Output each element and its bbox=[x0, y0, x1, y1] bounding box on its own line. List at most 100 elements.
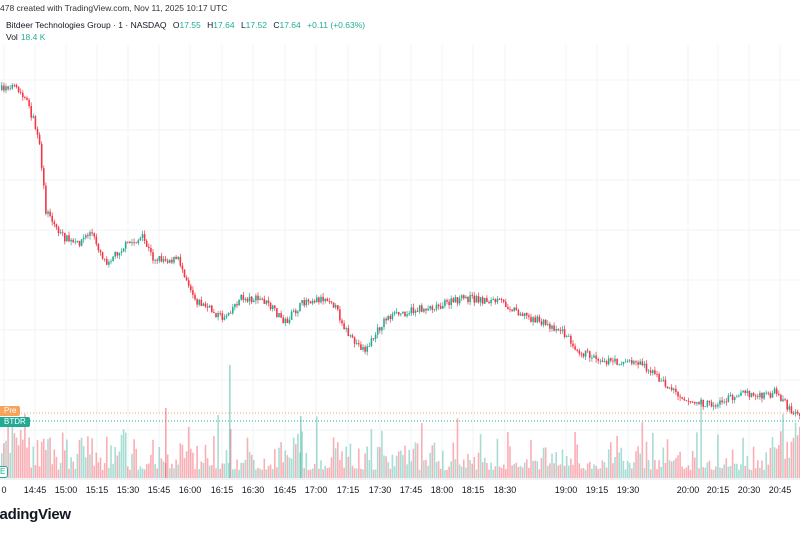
volume-bar bbox=[181, 444, 184, 478]
volume-bar bbox=[213, 436, 215, 478]
volume-bar bbox=[637, 446, 639, 478]
candle-body bbox=[439, 306, 442, 309]
candle-body bbox=[410, 307, 413, 314]
candle-body bbox=[488, 302, 490, 304]
volume-bar bbox=[719, 467, 721, 478]
candle-body bbox=[229, 312, 232, 314]
candle-body bbox=[584, 350, 587, 357]
volume-bar bbox=[712, 469, 715, 478]
candle-body bbox=[542, 319, 545, 325]
candle-body bbox=[265, 300, 268, 304]
volume-bar bbox=[631, 468, 633, 478]
volume-bar bbox=[120, 434, 123, 478]
volume-bar bbox=[250, 454, 253, 478]
candle-body bbox=[490, 299, 492, 304]
candle-body bbox=[465, 296, 467, 299]
volume-bar bbox=[364, 453, 366, 478]
volume-bar bbox=[467, 454, 469, 478]
volume-bar bbox=[236, 459, 238, 478]
volume-bar bbox=[351, 465, 354, 478]
candle-body bbox=[624, 361, 627, 363]
x-tick-label: 19:15 bbox=[585, 485, 609, 495]
volume-bar bbox=[496, 438, 499, 478]
candle-body bbox=[526, 312, 528, 316]
candle-body bbox=[427, 308, 429, 311]
volume-bar bbox=[694, 457, 696, 478]
volume-bar bbox=[164, 462, 167, 478]
volume-bar bbox=[59, 463, 62, 478]
candle-body bbox=[28, 99, 30, 107]
candle-body bbox=[614, 358, 616, 362]
volume-bar bbox=[767, 464, 770, 478]
candle-body bbox=[397, 311, 400, 315]
candle-body bbox=[192, 290, 194, 295]
candle-body bbox=[528, 315, 530, 317]
volume-bar bbox=[300, 416, 302, 478]
volume-bar bbox=[605, 467, 608, 478]
volume-bar bbox=[307, 469, 310, 478]
volume-bar bbox=[677, 455, 679, 478]
volume-bar bbox=[782, 414, 784, 478]
candle-body bbox=[127, 241, 129, 243]
candle-body bbox=[442, 305, 444, 309]
candle-body bbox=[211, 305, 213, 312]
volume-bar bbox=[700, 398, 702, 478]
candle-body bbox=[282, 317, 284, 324]
volume-bar bbox=[582, 467, 585, 478]
candle-body bbox=[311, 300, 314, 304]
volume-bar bbox=[211, 465, 213, 478]
volume-bar bbox=[402, 455, 404, 478]
candle-body bbox=[729, 395, 732, 396]
volume-bar bbox=[353, 468, 356, 478]
symbol-name[interactable]: Bitdeer Technologies Group · 1 · NASDAQ bbox=[6, 20, 167, 30]
volume-bar bbox=[481, 462, 484, 478]
volume-bar bbox=[463, 459, 465, 478]
candle-body bbox=[40, 144, 43, 169]
volume-bar bbox=[240, 462, 242, 478]
volume-bar bbox=[322, 469, 324, 478]
candle-body bbox=[246, 298, 249, 302]
volume-bar bbox=[448, 466, 450, 478]
candle-body bbox=[150, 247, 152, 253]
candle-body bbox=[603, 361, 606, 362]
volume-bar bbox=[515, 462, 518, 478]
candle-body bbox=[70, 239, 72, 242]
candle-body bbox=[631, 360, 633, 364]
volume-bar bbox=[586, 463, 589, 478]
volume-bar bbox=[99, 457, 102, 478]
volume-bar bbox=[698, 468, 700, 478]
candle-body bbox=[99, 250, 102, 253]
volume-bar bbox=[391, 454, 394, 478]
candle-body bbox=[183, 269, 186, 278]
candle-body bbox=[257, 295, 259, 300]
candle-body bbox=[381, 327, 383, 331]
candle-body bbox=[269, 302, 272, 310]
candle-body bbox=[618, 364, 620, 366]
volume-bar bbox=[379, 447, 381, 478]
candle-body bbox=[700, 399, 702, 405]
volume-bar bbox=[456, 418, 459, 478]
candle-body bbox=[654, 370, 656, 374]
volume-bar bbox=[246, 437, 249, 478]
x-tick-label: 20:15 bbox=[706, 485, 730, 495]
volume-bar bbox=[423, 460, 425, 478]
candle-body bbox=[64, 232, 66, 242]
candle-body bbox=[301, 300, 303, 304]
candle-body bbox=[712, 405, 715, 407]
candle-body bbox=[452, 298, 455, 303]
candle-body bbox=[164, 259, 167, 261]
candle-body bbox=[752, 393, 755, 396]
volume-bar bbox=[597, 469, 599, 478]
candle-body bbox=[402, 311, 404, 314]
candle-body bbox=[202, 303, 205, 306]
chart-credit: 478 created with TradingView.com, Nov 11… bbox=[0, 3, 228, 13]
volume-bar bbox=[534, 460, 536, 478]
volume-bar bbox=[78, 439, 81, 478]
x-tick-label: 16:30 bbox=[241, 485, 265, 495]
x-tick-label: 15:45 bbox=[147, 485, 171, 495]
volume-bar bbox=[425, 459, 427, 478]
volume-bar bbox=[465, 467, 467, 478]
candle-body bbox=[433, 309, 436, 311]
candle-body bbox=[778, 393, 780, 395]
